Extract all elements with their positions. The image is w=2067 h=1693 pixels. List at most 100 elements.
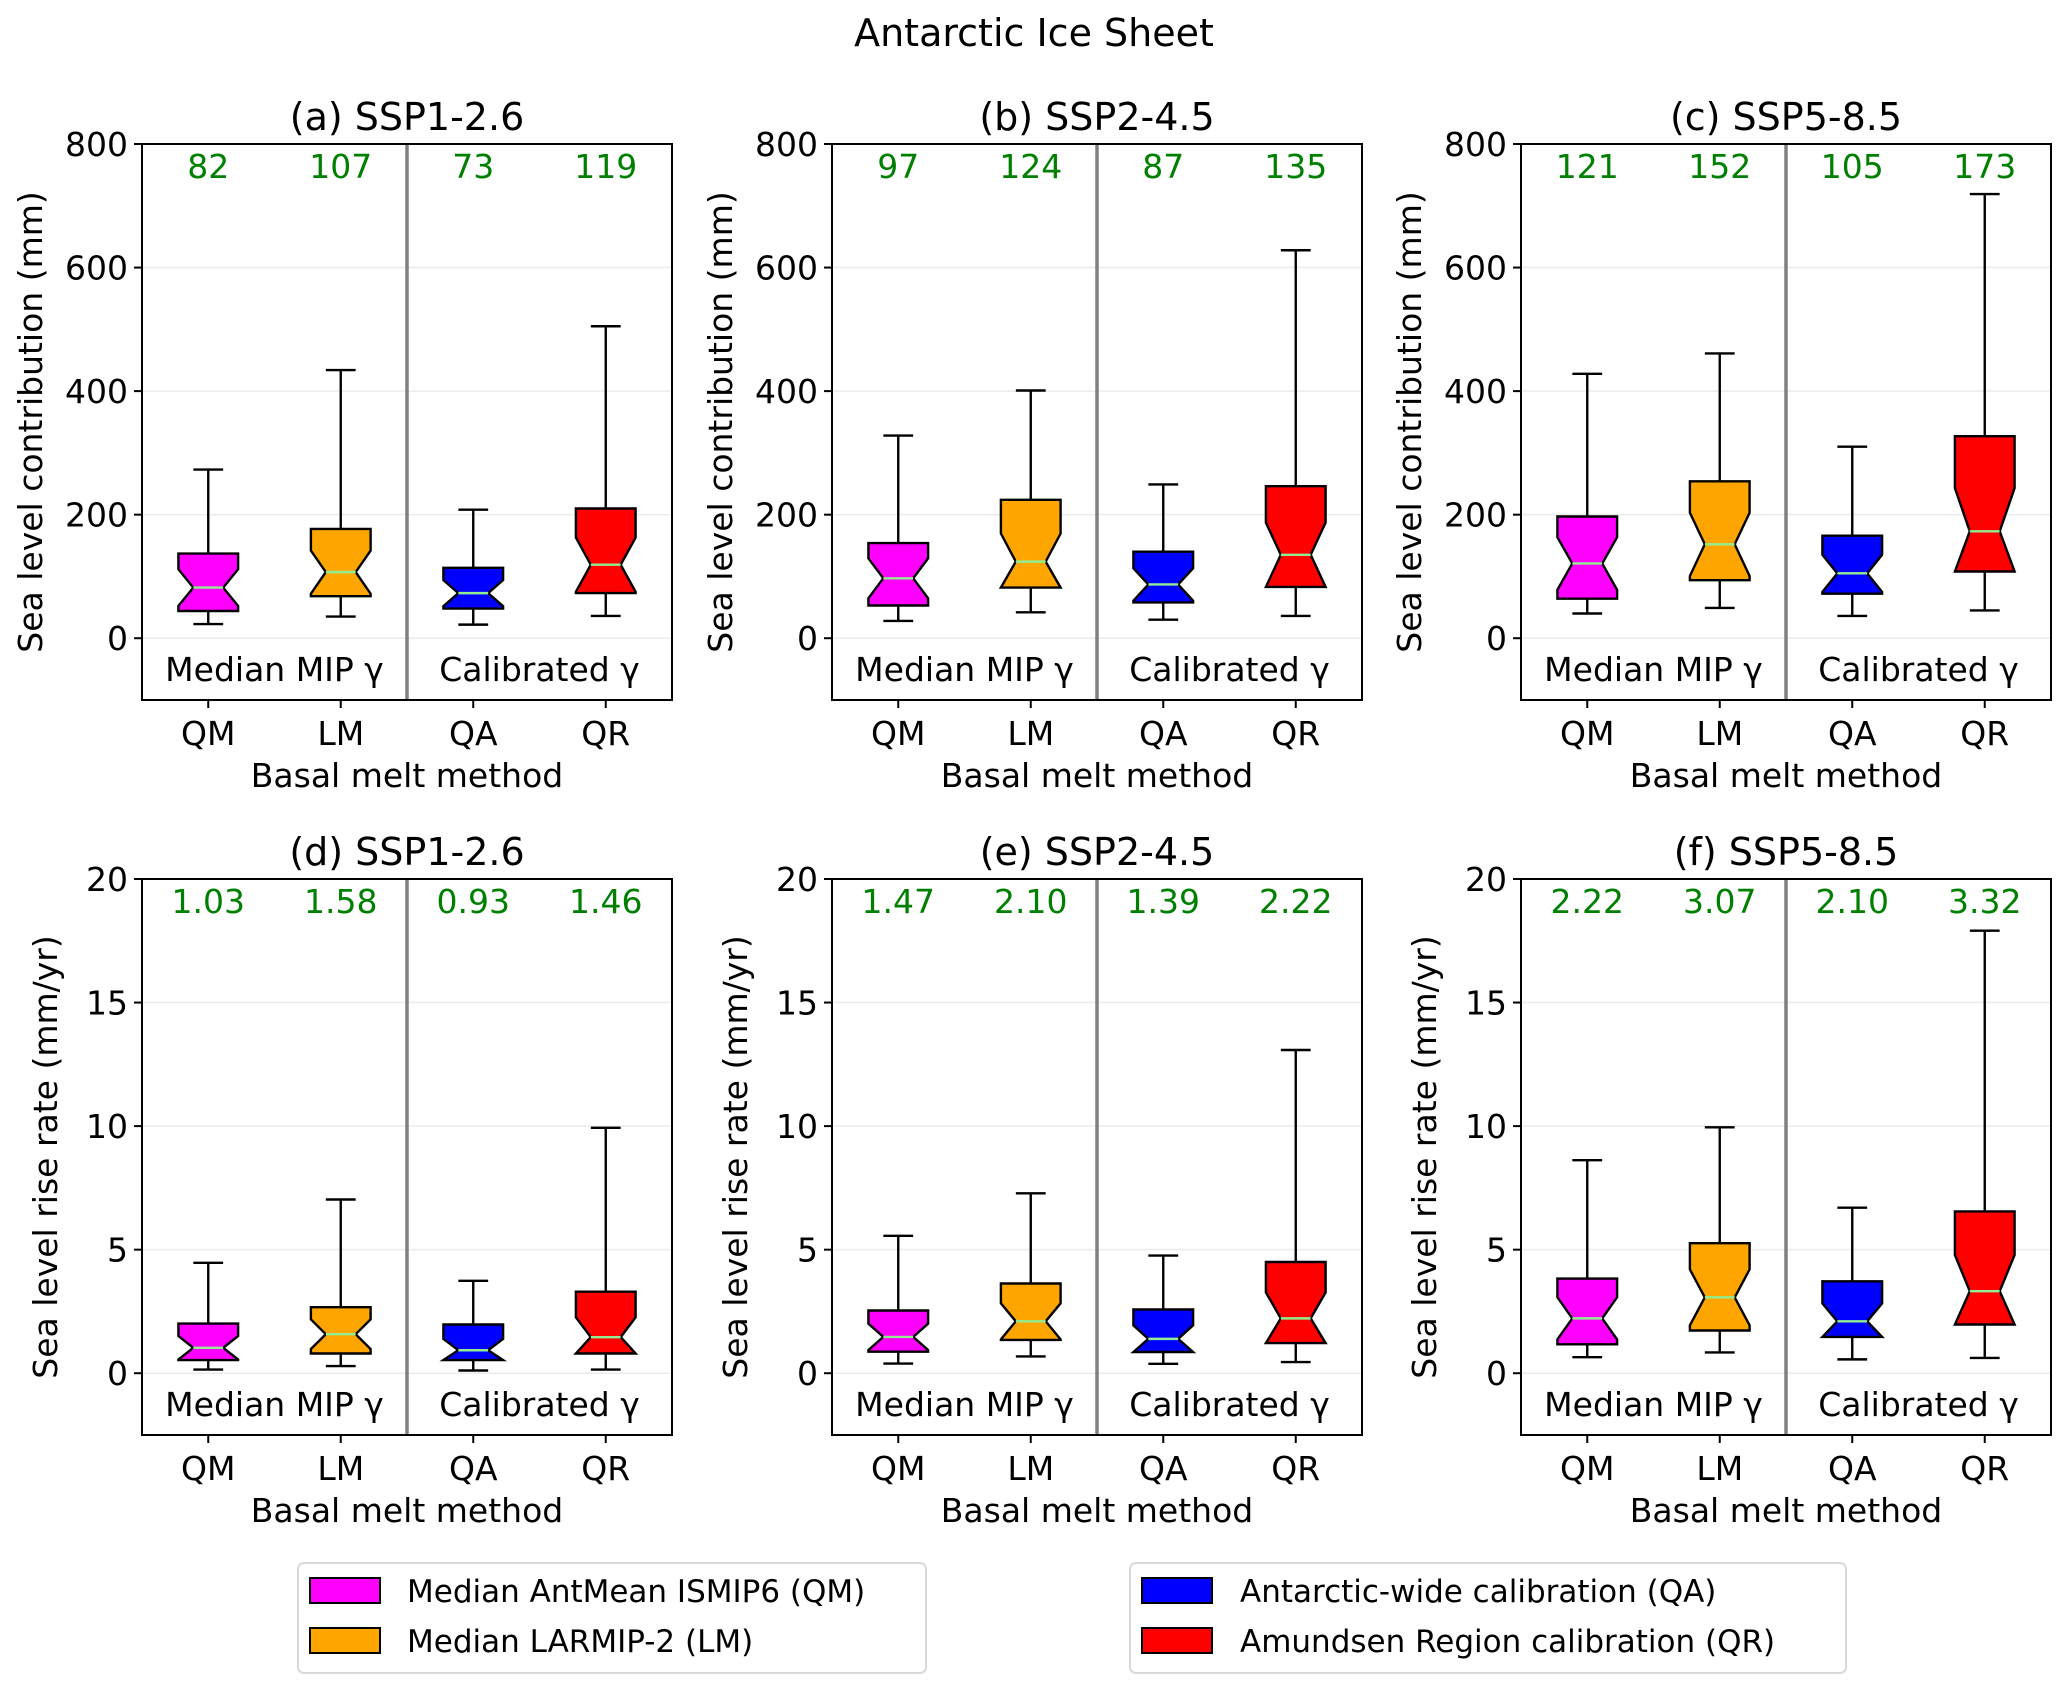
median-annotation: 124 bbox=[999, 147, 1062, 186]
panel-title: (c) SSP5-8.5 bbox=[1670, 95, 1902, 139]
x-tick-label: LM bbox=[1007, 1449, 1054, 1488]
box-qa bbox=[442, 508, 505, 626]
y-tick-label: 800 bbox=[65, 125, 128, 164]
box-body bbox=[177, 552, 240, 613]
box-qm bbox=[867, 434, 930, 623]
x-tick-label: QR bbox=[1960, 1449, 2009, 1488]
box-lm bbox=[309, 1198, 372, 1368]
median-annotation: 87 bbox=[1142, 147, 1184, 186]
y-tick-label: 5 bbox=[797, 1231, 818, 1270]
y-tick-label: 20 bbox=[1465, 860, 1507, 899]
x-tick-label: QA bbox=[1828, 714, 1877, 753]
box-body bbox=[1263, 1260, 1328, 1345]
x-tick-label: QA bbox=[449, 1449, 498, 1488]
y-tick-label: 0 bbox=[1486, 1354, 1507, 1393]
x-tick-label: QM bbox=[1560, 714, 1614, 753]
y-axis-label: Sea level contribution (mm) bbox=[1390, 191, 1429, 652]
panel-b: 97 124 87 135 Median MIP γ Calibrated γ 0 200 40… bbox=[701, 95, 1363, 795]
y-tick-label: 0 bbox=[107, 619, 128, 658]
box-body bbox=[574, 507, 637, 595]
x-axis-label: Basal melt method bbox=[1630, 756, 1942, 795]
x-tick-label: LM bbox=[1696, 714, 1743, 753]
x-tick-label: LM bbox=[1696, 1449, 1743, 1488]
group-label-calibrated: Calibrated γ bbox=[1818, 650, 2019, 689]
panel-d: 1.03 1.58 0.93 1.46 Median MIP γ Calibrated γ… bbox=[26, 830, 673, 1530]
box-body bbox=[1953, 1210, 2017, 1326]
panel-title: (f) SSP5-8.5 bbox=[1674, 830, 1899, 874]
box-body bbox=[867, 541, 930, 607]
panel-title: (d) SSP1-2.6 bbox=[289, 830, 524, 874]
box-qa bbox=[1819, 1206, 1885, 1361]
y-tick-label: 20 bbox=[776, 860, 818, 899]
y-axis-label: Sea level rise rate (mm/yr) bbox=[716, 935, 755, 1378]
y-axis-label: Sea level rise rate (mm/yr) bbox=[26, 935, 65, 1378]
box-body bbox=[1130, 1308, 1197, 1354]
x-tick-label: QA bbox=[1828, 1449, 1877, 1488]
median-annotation: 1.03 bbox=[172, 882, 245, 921]
median-annotation: 1.46 bbox=[569, 882, 642, 921]
y-tick-label: 10 bbox=[86, 1107, 128, 1146]
box-body bbox=[1953, 435, 2017, 573]
median-annotation: 119 bbox=[574, 147, 637, 186]
box-body bbox=[1688, 1241, 1751, 1332]
median-annotation: 3.07 bbox=[1683, 882, 1756, 921]
legend-right-frame bbox=[1129, 1562, 1847, 1674]
legend-label-lm: Median LARMIP-2 (LM) bbox=[407, 1624, 753, 1660]
figure-title: Antarctic Ice Sheet bbox=[854, 11, 1214, 55]
y-tick-label: 0 bbox=[797, 619, 818, 658]
x-tick-label: LM bbox=[317, 1449, 364, 1488]
box-body bbox=[1556, 1277, 1619, 1346]
y-tick-label: 10 bbox=[776, 1107, 818, 1146]
x-tick-label: LM bbox=[317, 714, 364, 753]
panel-title: (a) SSP1-2.6 bbox=[290, 95, 525, 139]
box-qm bbox=[177, 1261, 240, 1371]
box-body bbox=[309, 527, 372, 598]
median-annotation: 2.10 bbox=[1816, 882, 1889, 921]
y-tick-label: 400 bbox=[1444, 372, 1507, 411]
x-tick-label: QM bbox=[181, 1449, 235, 1488]
box-qm bbox=[1556, 372, 1619, 615]
panel-title: (e) SSP2-4.5 bbox=[980, 830, 1215, 874]
x-tick-label: QA bbox=[1139, 714, 1188, 753]
y-tick-label: 5 bbox=[1486, 1231, 1507, 1270]
y-tick-label: 200 bbox=[1444, 496, 1507, 535]
y-tick-label: 10 bbox=[1465, 1107, 1507, 1146]
group-label-median-mip: Median MIP γ bbox=[855, 1385, 1074, 1424]
y-tick-label: 400 bbox=[755, 372, 818, 411]
median-annotation: 1.39 bbox=[1127, 882, 1200, 921]
box-lm bbox=[1688, 352, 1751, 610]
x-tick-label: QR bbox=[1271, 714, 1320, 753]
group-label-median-mip: Median MIP γ bbox=[1544, 1385, 1763, 1424]
group-label-calibrated: Calibrated γ bbox=[439, 650, 640, 689]
axes-frame bbox=[141, 878, 673, 1436]
box-qm bbox=[1556, 1159, 1619, 1359]
box-lm bbox=[999, 1192, 1062, 1358]
axes-frame bbox=[1520, 878, 2052, 1436]
x-tick-label: QM bbox=[871, 1449, 925, 1488]
box-body bbox=[1264, 485, 1328, 589]
panel-c: 121 152 105 173 Median MIP γ Calibrated γ 0 200… bbox=[1390, 95, 2052, 795]
median-annotation: 107 bbox=[309, 147, 372, 186]
legend-right: Antarctic-wide calibration (QA) Amundsen… bbox=[1129, 1562, 1847, 1674]
y-tick-label: 600 bbox=[755, 249, 818, 288]
median-annotation: 135 bbox=[1264, 147, 1327, 186]
x-tick-label: QR bbox=[581, 1449, 630, 1488]
median-annotation: 1.58 bbox=[304, 882, 377, 921]
box-lm bbox=[998, 389, 1063, 614]
box-body bbox=[439, 1323, 508, 1362]
x-axis-label: Basal melt method bbox=[941, 1491, 1253, 1530]
x-axis-label: Basal melt method bbox=[1630, 1491, 1942, 1530]
y-tick-label: 0 bbox=[107, 1354, 128, 1393]
y-tick-label: 15 bbox=[86, 984, 128, 1023]
box-qr bbox=[574, 325, 637, 618]
box-body bbox=[1688, 480, 1751, 582]
legend-label-qr: Amundsen Region calibration (QR) bbox=[1240, 1624, 1775, 1660]
box-qm bbox=[867, 1234, 930, 1365]
axes-frame bbox=[831, 878, 1363, 1436]
y-tick-label: 600 bbox=[65, 249, 128, 288]
box-body bbox=[309, 1305, 372, 1355]
median-annotation: 173 bbox=[1953, 147, 2016, 186]
y-tick-label: 20 bbox=[86, 860, 128, 899]
x-tick-label: LM bbox=[1007, 714, 1054, 753]
